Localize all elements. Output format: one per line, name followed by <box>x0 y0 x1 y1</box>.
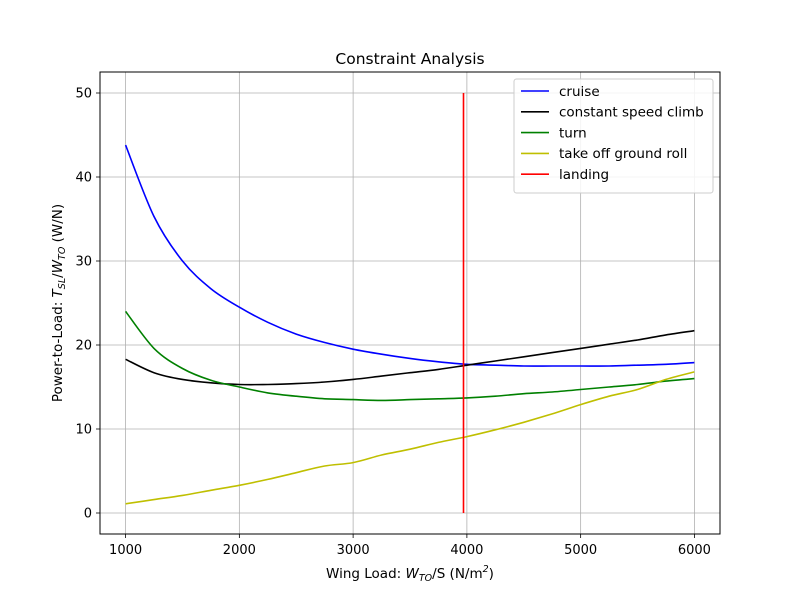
y-tick-label: 0 <box>84 507 92 522</box>
y-tick-label: 30 <box>75 255 92 270</box>
x-axis-label-prefix: Wing Load: <box>326 566 405 582</box>
plot-area-frame <box>99 71 721 535</box>
x-axis-label-suffix: /S (N/m <box>432 566 482 582</box>
y-axis-label: Power-to-Load: TSL/WTO (W/N) <box>50 204 68 402</box>
x-tick-label: 3000 <box>337 543 370 558</box>
legend-label-turn: turn <box>559 125 587 141</box>
series-layer <box>124 93 695 513</box>
x-axis-label-end: ) <box>489 566 494 582</box>
y-axis-label-sub2: TO <box>57 246 68 260</box>
series-line-turn <box>124 310 695 402</box>
series-line-take-off-ground-roll <box>125 371 695 505</box>
y-axis-label-mid: / <box>50 273 66 278</box>
legend: cruise constant speed climb turn take off g… <box>513 78 714 194</box>
y-axis-label-prefix: Power-to-Load: <box>50 297 66 402</box>
y-tick-label: 40 <box>75 171 92 186</box>
legend-label-cruise: cruise <box>559 84 600 100</box>
y-axis-label-var1: T <box>50 287 66 297</box>
chart-title: Constraint Analysis <box>335 50 484 68</box>
x-axis-label-sup: 2 <box>483 564 489 575</box>
y-tick-label: 10 <box>75 423 92 438</box>
y-axis-label-var2: W <box>50 259 66 273</box>
legend-label-landing: landing <box>559 167 609 183</box>
x-tick-label: 5000 <box>564 543 597 558</box>
legend-label-take-off-ground-roll: take off ground roll <box>559 146 687 162</box>
y-axis-label-suffix: (W/N) <box>50 204 66 247</box>
x-axis-label-var: W <box>406 566 420 582</box>
series-line-cruise <box>124 144 695 367</box>
legend-label-constant-speed-climb: constant speed climb <box>559 105 704 121</box>
y-tick-label: 50 <box>75 87 92 102</box>
legend-box <box>513 78 714 194</box>
x-tick-label: 4000 <box>450 543 483 558</box>
series-line-constant-speed-climb <box>125 329 695 386</box>
x-tick-label: 1000 <box>109 543 142 558</box>
x-tick-label: 2000 <box>223 543 256 558</box>
ticks: 1000 2000 3000 4000 5000 6000 0 10 20 30 40 50 <box>75 87 710 559</box>
y-tick-label: 20 <box>75 339 92 354</box>
x-tick-label: 6000 <box>678 543 711 558</box>
x-axis-label-sub: TO <box>419 573 433 584</box>
x-axis-label: Wing Load: WTO/S (N/m2) <box>326 564 494 584</box>
y-axis-label-sub1: SL <box>57 278 68 289</box>
